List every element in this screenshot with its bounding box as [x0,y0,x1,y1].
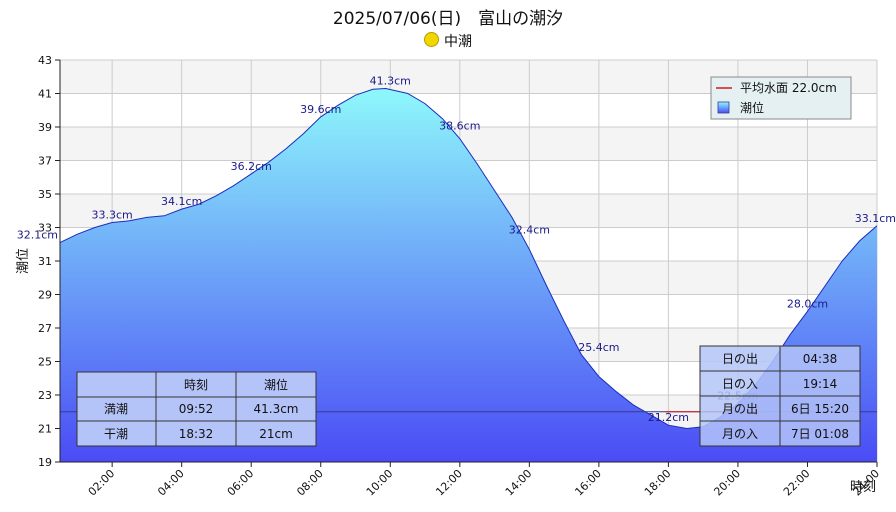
tide-table: 時刻 潮位 満潮 09:52 41.3cm 干潮 18:32 21cm [76,371,317,447]
data-label: 32.1cm [17,229,58,242]
y-tick-label: 25 [38,356,52,369]
x-tick-label: 18:00 [642,467,674,499]
sunrise-label: 日の出 [722,352,758,366]
moon-phase-label: 中潮 [444,34,472,50]
moon-phase: 中潮 [0,31,896,51]
x-tick-label: 06:00 [225,467,257,499]
tide-table-low-level: 21cm [259,427,293,441]
moonset-label: 月の入 [722,427,758,441]
tide-table-header-time: 時刻 [184,378,208,392]
sunset-label: 日の入 [722,377,758,391]
data-label: 39.6cm [300,103,341,116]
legend: 平均水面 22.0cm 潮位 [710,76,852,120]
y-tick-label: 39 [38,121,52,134]
y-tick-label: 27 [38,322,52,335]
tide-table-high-time: 09:52 [179,402,214,416]
y-tick-label: 21 [38,423,52,436]
tide-table-high-level: 41.3cm [253,402,298,416]
x-tick-label: 16:00 [572,467,604,499]
y-tick-label: 37 [38,155,52,168]
x-tick-label: 20:00 [711,467,743,499]
moonrise-label: 月の出 [722,402,758,416]
data-label: 32.4cm [509,224,550,237]
y-tick-label: 23 [38,389,52,402]
legend-mean-label: 平均水面 22.0cm [740,81,837,95]
tide-area-fill [60,88,877,462]
tide-table-low-time: 18:32 [179,427,214,441]
data-label: 21.2cm [648,411,689,424]
x-tick-label: 10:00 [364,467,396,499]
x-tick-label: 02:00 [86,467,118,499]
tide-table-box [76,371,317,447]
y-axis-ticks: 19 21 23 25 27 29 31 33 35 37 39 41 43 [38,54,60,469]
tide-table-header-level: 潮位 [264,377,288,392]
sunset-time: 19:14 [803,377,838,391]
data-label: 38.6cm [439,120,480,133]
x-tick-label: 08:00 [294,467,326,499]
data-label: 25.4cm [578,341,619,354]
chart-title: 2025/07/06(日) 富山の潮汐 [332,9,564,29]
x-tick-label: 12:00 [433,467,465,499]
data-label: 33.1cm [855,212,896,225]
moonrise-time: 6日 15:20 [791,402,849,416]
y-tick-label: 33 [38,222,52,235]
y-tick-label: 43 [38,54,52,67]
data-label: 33.3cm [92,208,133,221]
y-tick-label: 41 [38,88,52,101]
x-tick-label: 22:00 [781,467,813,499]
y-tick-label: 31 [38,255,52,268]
y-axis-label: 潮位 [16,248,31,274]
tide-table-high-label: 満潮 [104,401,128,416]
y-tick-label: 35 [38,188,52,201]
x-tick-label: 04:00 [155,467,187,499]
tide-table-low-label: 干潮 [104,426,128,441]
x-axis-label: 時刻 [850,480,876,495]
y-tick-label: 19 [38,456,52,469]
data-label: 41.3cm [370,74,411,87]
sunrise-time: 04:38 [803,352,838,366]
data-label: 34.1cm [161,195,202,208]
half-moon-icon [424,32,439,47]
data-label: 36.2cm [231,160,272,173]
moonset-time: 7日 01:08 [791,427,849,441]
legend-tide-swatch [717,101,730,114]
y-tick-label: 29 [38,289,52,302]
data-label: 28.0cm [787,297,828,310]
x-tick-label: 14:00 [503,467,535,499]
x-axis-ticks: 02:00 04:00 06:00 08:00 10:00 12:00 14:00 16:00… [86,462,882,499]
legend-tide-label: 潮位 [740,100,764,115]
sun-moon-table: 日の出 04:38 日の入 19:14 月の出 6日 15:20 月の入 7日 … [699,345,861,447]
legend-box [710,76,852,120]
